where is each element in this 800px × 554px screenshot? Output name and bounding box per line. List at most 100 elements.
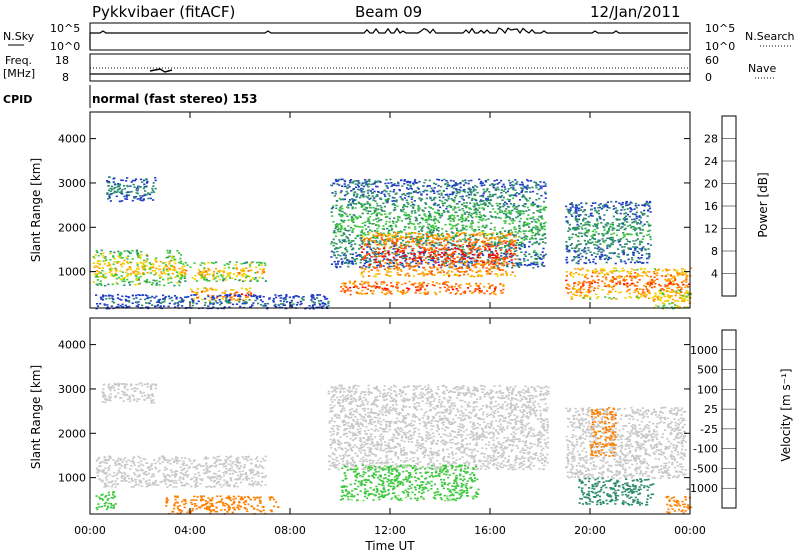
power-cells-cell-6	[480, 275, 483, 278]
power-cells-cell-8	[478, 290, 481, 292]
power-cells-cell-5	[403, 226, 407, 229]
power-cells-cell-9	[635, 206, 638, 209]
power-cells-cell-1	[138, 282, 141, 285]
power-cells-cell-1	[173, 258, 176, 261]
power-cells-cell-5	[393, 204, 397, 206]
power-cells-cell-9	[622, 249, 625, 252]
power-cells-cell-5	[403, 205, 406, 208]
power-cells-cell-5	[359, 226, 362, 228]
power-cells-cell-8	[491, 284, 494, 287]
power-cells-cell-8	[466, 287, 470, 289]
power-cells-cell-5	[484, 215, 487, 217]
power-cells-cell-9	[604, 205, 607, 208]
power-cells-cell-1	[153, 273, 156, 276]
power-cells-cell-5	[451, 184, 454, 187]
power-cells-cell-8	[474, 288, 477, 291]
power-cells-cell-6	[382, 250, 385, 253]
power-cells-cell-5	[502, 190, 505, 192]
power-cells-cell-5	[543, 209, 546, 211]
power-cells-cell-10	[574, 294, 577, 296]
power-cells-cell-5	[351, 220, 354, 222]
power-cells-cell-9	[633, 261, 637, 264]
power-cells-cell-5	[538, 257, 541, 260]
power-cells-cell-6	[469, 252, 472, 255]
power-cells-cell-5	[355, 225, 358, 228]
power-cells-cell-2	[253, 278, 256, 281]
power-cells-cell-5	[530, 229, 533, 232]
power-cells-cell-5	[486, 200, 489, 202]
power-cells-cell-9	[570, 243, 573, 245]
power-cells-cell-5	[372, 235, 376, 238]
power-cells-cell-6	[498, 269, 501, 271]
power-cells-cell-5	[450, 198, 453, 200]
power-cells-cell-10	[574, 268, 577, 270]
power-cells-cell-10	[603, 269, 606, 272]
power-cells-cell-6	[501, 233, 504, 235]
power-cells-cell-0	[118, 200, 121, 203]
power-cells-cell-4	[159, 306, 162, 309]
power-cells-cell-9	[596, 244, 599, 247]
power-cells-cell-5	[433, 197, 436, 199]
power-cells-cell-5	[362, 193, 365, 196]
power-cells-cell-1	[134, 283, 137, 286]
power-cells-cell-4	[213, 297, 216, 300]
power-cells-cell-0	[123, 185, 126, 187]
power-cells-cell-10	[651, 279, 654, 282]
power-cells-cell-5	[446, 210, 449, 213]
power-cells-cell-5	[355, 258, 359, 260]
power-cells-cell-9	[632, 251, 636, 254]
power-cells-cell-6	[460, 232, 464, 235]
power-cells-cell-5	[482, 195, 485, 198]
power-cells-cell-1	[143, 280, 146, 282]
power-cells-cell-5	[461, 227, 464, 229]
power-cells-cell-7	[363, 281, 367, 283]
power-cells-cell-6	[485, 267, 488, 269]
power-cells-cell-4	[121, 295, 124, 298]
power-cells-cell-5	[464, 182, 467, 184]
power-cells-cell-9	[645, 253, 648, 255]
power-cells-cell-5	[536, 206, 540, 208]
power-cells-cell-5	[432, 190, 435, 192]
power-cells-cell-4	[297, 296, 300, 298]
power-cells-cell-9	[636, 250, 639, 253]
power-cells-cell-5	[442, 204, 445, 207]
power-cells-cell-5	[509, 239, 512, 242]
power-cells-cell-2	[212, 275, 215, 278]
power-cells-cell-5	[433, 227, 436, 230]
power-cells-cell-5	[478, 228, 481, 231]
power-cells-cell-5	[449, 248, 452, 251]
power-cells-cell-0	[128, 191, 132, 193]
power-cells-cell-5	[514, 179, 517, 181]
power-cells-cell-5	[497, 208, 500, 210]
power-cells-cell-5	[494, 247, 497, 250]
power-cells-cell-5	[489, 195, 492, 198]
power-cells-cell-1	[136, 254, 139, 256]
power-cells-cell-6	[444, 260, 447, 263]
power-cells-cell-9	[579, 214, 582, 216]
power-cells-cell-5	[350, 181, 353, 184]
power-cells-cell-6	[443, 265, 446, 267]
power-cells-cell-5	[514, 234, 517, 236]
power-cells-cell-5	[388, 229, 391, 232]
power-cells-cell-9	[634, 202, 637, 205]
power-cells-cell-1	[109, 252, 112, 255]
power-cells-cell-2	[206, 273, 209, 276]
power-cells-cell-4	[212, 306, 215, 308]
power-cells-cell-5	[532, 203, 535, 205]
power-cells-cell-9	[633, 243, 636, 245]
power-cells-cell-6	[417, 233, 420, 235]
power-cells-cell-5	[493, 244, 497, 247]
power-cells-cell-1	[155, 279, 158, 282]
power-cells-cell-7	[383, 293, 386, 295]
power-cells-cell-5	[437, 193, 440, 195]
power-cells-cell-5	[360, 184, 363, 186]
power-cells-cell-6	[386, 252, 389, 254]
power-cells-cell-2	[222, 279, 225, 282]
power-cells-cell-5	[518, 263, 521, 265]
power-cells-cell-6	[430, 270, 433, 272]
power-cells-cell-5	[426, 239, 429, 242]
power-cells-cell-5	[418, 241, 421, 243]
nsearch-tick-bottom: 10^0	[705, 40, 735, 53]
power-cells-cell-6	[514, 258, 517, 260]
power-cells-cell-6	[448, 275, 451, 278]
